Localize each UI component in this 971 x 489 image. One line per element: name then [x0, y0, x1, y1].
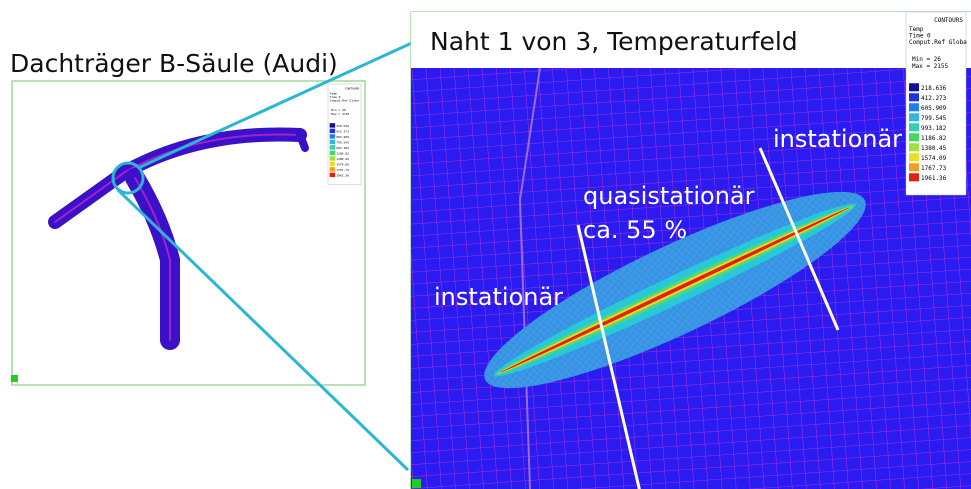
legend-level: 605.909 — [336, 135, 349, 139]
legend-swatch — [330, 167, 336, 171]
legend-level: 799.545 — [336, 140, 349, 144]
legend-level: 1380.45 — [921, 145, 947, 152]
legend-level: 412.273 — [921, 95, 947, 102]
annotation: quasistationär — [583, 182, 755, 210]
mesh-view: quasistationär ca. 55 % instationär inst… — [411, 12, 971, 489]
legend-title: CONTOURS — [345, 87, 360, 91]
legend-swatch — [909, 113, 919, 121]
legend-level: 1574.09 — [921, 155, 947, 162]
legend-swatch — [909, 93, 919, 101]
legend-swatch — [330, 156, 336, 160]
legend-swatch — [330, 134, 336, 138]
left-title: Dachträger B-Säule (Audi) — [10, 49, 338, 78]
legend-level: 218.636 — [921, 85, 947, 92]
legend-level: 1574.09 — [336, 162, 349, 166]
right-title: Naht 1 von 3, Temperaturfeld — [430, 27, 798, 56]
legend-line: Comput.Ref Globa — [909, 39, 967, 46]
legend-swatch — [330, 145, 336, 149]
legend-level: 993.182 — [921, 125, 947, 132]
legend-swatch — [330, 173, 336, 177]
legend-swatch — [909, 103, 919, 111]
slide: Dachträger B-Säule (Audi) CONTOURSTempTi… — [0, 0, 971, 489]
axis-marker — [11, 375, 18, 382]
annotation: ca. 55 % — [583, 216, 687, 244]
page: Dachträger B-Säule (Audi) CONTOURSTempTi… — [0, 0, 971, 489]
legend-swatch — [909, 83, 919, 91]
legend-level: 1186.82 — [336, 151, 349, 155]
legend-level: 1767.73 — [336, 168, 349, 172]
annotation: instationär — [773, 125, 902, 153]
legend-swatch — [330, 162, 336, 166]
legend-line: Comput.Ref Globa — [330, 99, 359, 103]
legend-level: 799.545 — [921, 115, 947, 122]
legend-min: Min = 26 — [912, 56, 941, 63]
legend-swatch — [909, 133, 919, 141]
annotation: instationär — [434, 283, 563, 311]
legend-level: 412.273 — [336, 129, 349, 133]
legend-swatch — [330, 123, 336, 127]
legend-level: 1961.36 — [336, 173, 349, 177]
legend-title: CONTOURS — [934, 17, 963, 24]
legend-swatch — [909, 163, 919, 171]
legend-level: 605.909 — [921, 105, 947, 112]
legend-max: Max = 2155 — [331, 112, 349, 116]
legend-level: 1961.36 — [921, 175, 947, 182]
legend-level: 1186.82 — [921, 135, 947, 142]
legend-swatch — [909, 153, 919, 161]
legend-level: 1380.45 — [336, 157, 349, 161]
legend-swatch — [909, 123, 919, 131]
legend-swatch — [330, 151, 336, 155]
legend-level: 993.182 — [336, 146, 349, 150]
legend-level: 218.636 — [336, 124, 349, 128]
legend-swatch — [330, 129, 336, 133]
legend-level: 1767.73 — [921, 165, 947, 172]
left-frame — [12, 81, 365, 385]
legend-swatch — [909, 143, 919, 151]
legend-swatch — [909, 173, 919, 181]
legend-swatch — [330, 140, 336, 144]
legend-max: Max = 2155 — [912, 63, 949, 70]
